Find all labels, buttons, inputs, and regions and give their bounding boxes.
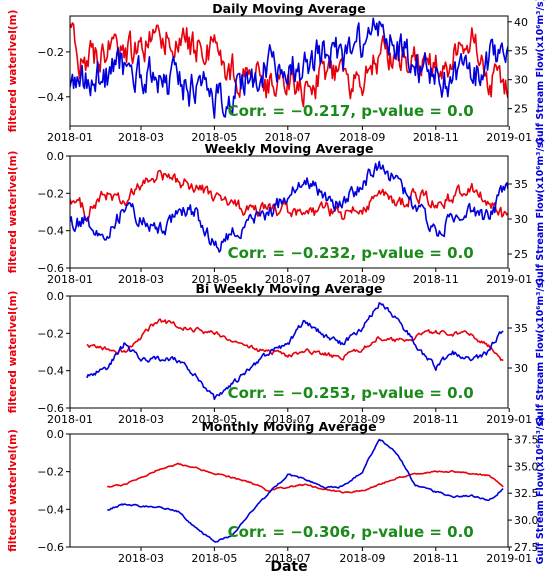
y-right-tick-label: 35.0	[514, 460, 539, 473]
x-tick-label: 2018-11	[413, 273, 459, 286]
y-right-tick-label: 32.5	[514, 487, 539, 500]
y-left-tick-label: −0.2	[37, 466, 64, 479]
x-tick-label: 2018-05	[191, 273, 237, 286]
panel-title: Daily Moving Average	[212, 1, 365, 16]
flow-line-panel-4	[107, 438, 504, 543]
x-tick-label: 2018-07	[265, 131, 311, 144]
y-left-tick-label: 0.0	[47, 290, 65, 303]
x-tick-label: 2018-11	[413, 413, 459, 426]
flow-line-panel-1	[70, 17, 508, 119]
y-left-tick-label: −0.2	[37, 327, 64, 340]
x-tick-label: 2018-03	[118, 552, 164, 565]
flow-line-panel-3	[86, 302, 504, 401]
waterlevel-line-panel-3	[86, 318, 504, 362]
panel-4: Monthly Moving Average Corr. = −0.306, p-…	[7, 417, 546, 565]
y-right-tick-label: 40	[514, 16, 528, 29]
x-tick-label: 2018-01	[47, 413, 93, 426]
panel-3: Bi Weekly Moving Average Corr. = −0.253, …	[7, 278, 546, 426]
y-right-tick-label: 30	[514, 213, 528, 226]
right-axis-label: Gulf Stream Flow(x10⁶m³/s)	[535, 0, 546, 145]
x-tick-label: 2018-09	[339, 413, 385, 426]
panel-1: Daily Moving Average Corr. = −0.217, p-va…	[7, 0, 546, 145]
y-right-tick-label: 35	[514, 322, 528, 335]
panel-title: Bi Weekly Moving Average	[195, 281, 382, 296]
plot-frame-panel-4	[69, 433, 509, 548]
flow-line-panel-2	[70, 160, 508, 253]
x-tick-label: 2018-09	[339, 131, 385, 144]
left-axis-label: filtered waterlvel(m)	[7, 429, 19, 552]
plot-frame-panel-3	[69, 295, 509, 409]
panel-title: Monthly Moving Average	[201, 419, 376, 434]
panel-title: Weekly Moving Average	[205, 141, 374, 156]
y-left-tick-label: −0.2	[37, 187, 64, 200]
x-tick-label: 2018-05	[191, 552, 237, 565]
x-tick-label: 2018-03	[118, 413, 164, 426]
x-tick-label: 2018-11	[413, 131, 459, 144]
x-tick-label: 2018-03	[118, 273, 164, 286]
x-tick-label: 2018-09	[339, 273, 385, 286]
correlation-annotation: Corr. = −0.306, p-value = 0.0	[228, 523, 474, 541]
x-tick-label: 2018-07	[265, 413, 311, 426]
x-tick-label: 2018-01	[47, 273, 93, 286]
correlation-annotation: Corr. = −0.253, p-value = 0.0	[228, 384, 474, 402]
y-right-tick-label: 25	[514, 248, 528, 261]
x-tick-label: 2018-09	[339, 552, 385, 565]
x-tick-label: 2018-05	[191, 413, 237, 426]
y-left-tick-label: 0.0	[47, 428, 65, 441]
x-tick-label: 2019-01	[486, 131, 532, 144]
left-axis-label: filtered waterlvel(m)	[7, 10, 19, 133]
x-tick-label: 2018-07	[265, 552, 311, 565]
y-left-tick-label: −0.4	[37, 365, 64, 378]
y-right-tick-label: 30.0	[514, 514, 539, 527]
left-axis-label: filtered waterlvel(m)	[7, 291, 19, 414]
y-right-tick-label: 30	[514, 362, 528, 375]
y-right-tick-label: 27.5	[514, 541, 539, 554]
plot-frame-panel-2	[69, 155, 509, 269]
right-axis-label: Gulf Stream Flow(x10⁶m³/s)	[535, 417, 546, 565]
y-left-tick-label: 0.0	[47, 150, 65, 163]
left-axis-label: filtered waterlvel(m)	[7, 151, 19, 274]
x-tick-label: 2018-01	[47, 131, 93, 144]
right-axis-label: Gulf Stream Flow(x10⁶m³/s)	[535, 138, 546, 286]
correlation-annotation: Corr. = −0.232, p-value = 0.0	[228, 244, 474, 262]
y-right-tick-label: 30	[514, 74, 528, 87]
plot-frame-panel-1	[69, 15, 509, 127]
y-right-tick-label: 35	[514, 45, 528, 58]
x-tick-label: 2019-01	[486, 273, 532, 286]
x-tick-label: 2018-07	[265, 273, 311, 286]
x-axis-label: Date	[270, 559, 307, 575]
y-left-tick-label: −0.4	[37, 91, 64, 104]
waterlevel-line-panel-1	[70, 22, 508, 108]
x-tick-label: 2019-01	[486, 552, 532, 565]
y-left-tick-label: −0.6	[37, 541, 64, 554]
y-left-tick-label: −0.4	[37, 503, 64, 516]
y-left-tick-label: −0.2	[37, 46, 64, 59]
x-tick-label: 2019-01	[486, 413, 532, 426]
waterlevel-line-panel-4	[106, 462, 504, 494]
waterlevel-line-panel-2	[70, 169, 508, 223]
y-left-tick-label: −0.6	[37, 402, 64, 415]
x-tick-label: 2018-03	[118, 131, 164, 144]
x-tick-label: 2018-11	[413, 552, 459, 565]
y-left-tick-label: −0.6	[37, 262, 64, 275]
panel-2: Weekly Moving Average Corr. = −0.232, p-v…	[7, 138, 546, 286]
y-left-tick-label: −0.4	[37, 225, 64, 238]
y-right-tick-label: 35	[514, 178, 528, 191]
y-right-tick-label: 37.5	[514, 433, 539, 446]
x-tick-label: 2018-05	[191, 131, 237, 144]
correlation-annotation: Corr. = −0.217, p-value = 0.0	[228, 102, 474, 120]
right-axis-label: Gulf Stream Flow(x10⁶m³/s)	[535, 278, 546, 426]
y-right-tick-label: 25	[514, 103, 528, 116]
